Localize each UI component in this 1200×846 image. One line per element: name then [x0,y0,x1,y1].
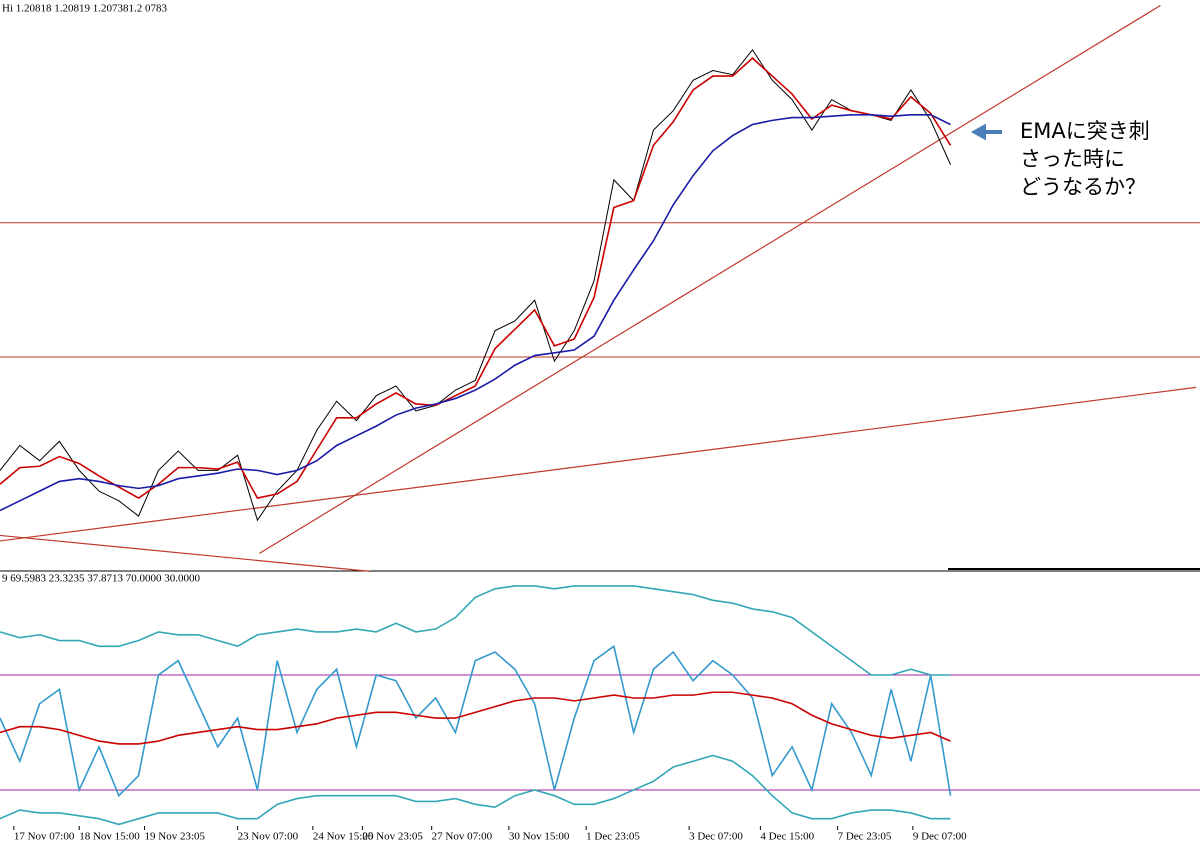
x-tick-label: 23 Nov 07:00 [238,831,299,843]
x-tick-label: 18 Nov 15:00 [79,831,140,843]
x-tick-label: 3 Dec 07:00 [689,831,743,843]
x-tick-label: 30 Nov 15:00 [509,831,570,843]
x-tick-label: 24 Nov 15:00 [313,831,374,843]
series-line [0,57,952,500]
series-line [0,754,951,826]
series-line [0,48,951,522]
series-line [0,585,951,676]
x-tick-label: 25 Nov 23:05 [362,831,423,843]
annotation: どうなるか？ [1020,175,1146,199]
series-line [0,691,951,745]
x-tick-label: 9 Dec 07:00 [913,831,967,843]
rsi-header: 9 69.5983 23.3235 37.8713 70.0000 30.000… [2,573,201,585]
x-tick-label: 4 Dec 15:00 [760,831,814,843]
annotation-arrow [970,123,1002,141]
annotation: EMAに突き刺 [1020,119,1150,143]
x-tick-label: 19 Nov 23:05 [145,831,206,843]
x-tick-label: 17 Nov 07:00 [14,831,75,843]
x-tick-label: 7 Dec 23:05 [838,831,892,843]
price-header: Hi 1.20818 1.20819 1.207381.2 0783 [2,3,168,15]
annotation: さった時に [1020,147,1125,171]
x-tick-label: 27 Nov 07:00 [432,831,493,843]
trend-line [0,534,371,572]
x-tick-label: 1 Dec 23:05 [586,831,640,843]
trend-line [259,5,1161,554]
series-line [0,114,951,512]
series-line [0,644,952,798]
trend-line [0,386,1197,542]
